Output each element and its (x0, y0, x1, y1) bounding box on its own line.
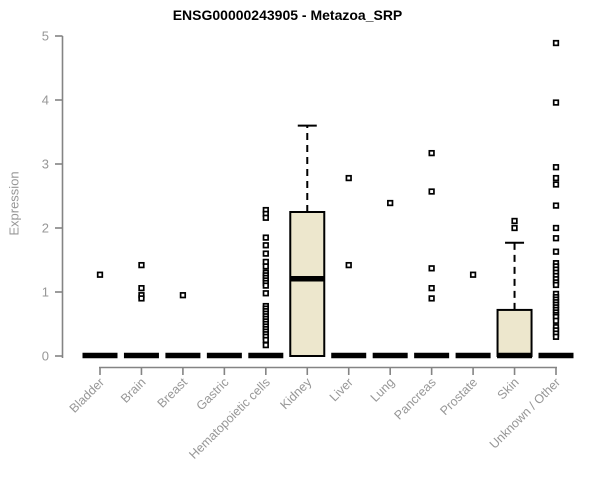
outlier-point (262, 282, 269, 289)
outlier-point (428, 265, 435, 272)
box (289, 211, 326, 357)
outlier-point (138, 295, 145, 302)
outlier-point (552, 317, 560, 324)
y-tick-label: 4 (42, 93, 49, 108)
x-tick-label: Hematopoietic cells (186, 375, 273, 462)
outlier-point (262, 250, 269, 257)
outlier-point (262, 234, 269, 241)
outlier-point (469, 271, 477, 278)
box (496, 308, 533, 358)
outlier-point (179, 292, 187, 299)
x-tick-label: Skin (495, 375, 522, 402)
outlier-point (262, 341, 269, 349)
outlier-point (552, 333, 560, 340)
outlier-point (552, 181, 560, 188)
y-tick-label: 0 (42, 349, 49, 364)
outlier-point (552, 174, 560, 182)
outlier-point (552, 281, 560, 289)
x-tick-label: Liver (327, 375, 356, 404)
outlier-point (552, 202, 560, 209)
x-tick-label: Unknown / Other (487, 375, 563, 451)
outlier-point (262, 336, 269, 344)
outlier-point (511, 217, 518, 225)
outlier-point (387, 199, 394, 207)
x-tick-label: Gastric (194, 375, 232, 413)
outlier-point (428, 149, 435, 157)
outlier-point (428, 295, 435, 302)
chart-title: ENSG00000243905 - Metazoa_SRP (172, 7, 403, 23)
x-tick-label: Brain (118, 375, 149, 406)
outlier-point (428, 188, 435, 195)
x-tick-label: Prostate (437, 375, 480, 418)
outlier-point (262, 290, 269, 297)
outlier-point (511, 224, 518, 232)
y-tick-label: 2 (42, 221, 49, 236)
outlier-point (552, 224, 560, 232)
outlier-point (428, 285, 435, 292)
outlier-point (552, 235, 560, 242)
outlier-point (552, 248, 560, 255)
outlier-point (552, 164, 560, 171)
outlier-point (138, 261, 145, 269)
outlier-point (345, 174, 352, 182)
outlier-point (262, 214, 269, 221)
x-tick-label: Pancreas (392, 375, 439, 422)
outlier-point (552, 39, 560, 47)
outlier-point (138, 285, 145, 292)
outlier-point (552, 99, 560, 106)
outlier-point (345, 261, 352, 269)
y-tick-label: 5 (42, 29, 49, 44)
x-tick-label: Kidney (277, 375, 314, 412)
x-tick-label: Breast (155, 375, 191, 411)
outlier-point (262, 242, 269, 249)
outlier-point (96, 271, 104, 278)
y-tick-label: 1 (42, 285, 49, 300)
y-tick-label: 3 (42, 157, 49, 172)
outlier-point (262, 263, 269, 270)
x-tick-label: Bladder (67, 375, 107, 415)
x-tick-label: Lung (368, 375, 398, 405)
